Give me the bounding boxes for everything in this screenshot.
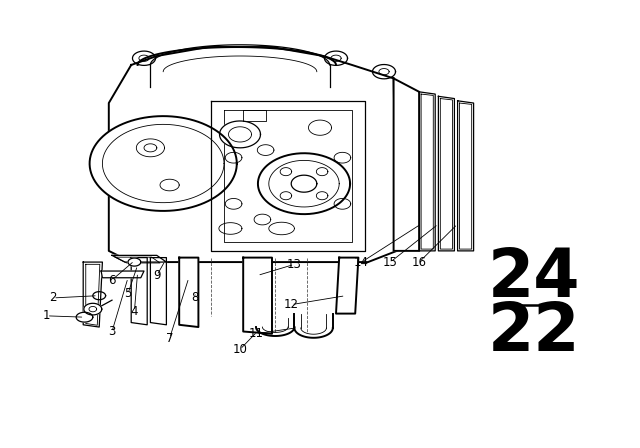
Text: 2: 2 xyxy=(49,291,57,305)
Text: 5: 5 xyxy=(124,287,132,300)
Polygon shape xyxy=(258,153,350,214)
Text: 1: 1 xyxy=(43,309,51,323)
Polygon shape xyxy=(84,303,102,315)
Text: 16: 16 xyxy=(412,255,427,269)
Text: 11: 11 xyxy=(248,327,264,340)
Text: 8: 8 xyxy=(191,291,199,305)
Text: 4: 4 xyxy=(131,305,138,318)
Text: 13: 13 xyxy=(287,258,302,271)
Text: 10: 10 xyxy=(232,343,248,356)
Text: 22: 22 xyxy=(488,298,580,365)
Polygon shape xyxy=(131,258,147,325)
Polygon shape xyxy=(394,78,419,251)
Polygon shape xyxy=(109,47,397,262)
Polygon shape xyxy=(419,92,435,251)
Polygon shape xyxy=(438,96,454,251)
Text: 12: 12 xyxy=(284,298,299,311)
Polygon shape xyxy=(112,255,166,262)
Polygon shape xyxy=(90,116,237,211)
Text: 15: 15 xyxy=(383,255,398,269)
Text: 14: 14 xyxy=(354,255,369,269)
Text: 7: 7 xyxy=(166,332,173,345)
Polygon shape xyxy=(101,271,144,278)
Text: 9: 9 xyxy=(153,269,161,282)
Text: 3: 3 xyxy=(108,325,116,338)
Polygon shape xyxy=(220,121,260,148)
Polygon shape xyxy=(458,101,474,251)
Polygon shape xyxy=(83,262,102,327)
Polygon shape xyxy=(76,312,93,322)
Polygon shape xyxy=(150,258,166,325)
Text: 6: 6 xyxy=(108,273,116,287)
Polygon shape xyxy=(179,258,198,327)
Text: 24: 24 xyxy=(488,245,580,311)
Polygon shape xyxy=(243,258,272,334)
Polygon shape xyxy=(128,258,141,266)
Polygon shape xyxy=(336,258,358,314)
